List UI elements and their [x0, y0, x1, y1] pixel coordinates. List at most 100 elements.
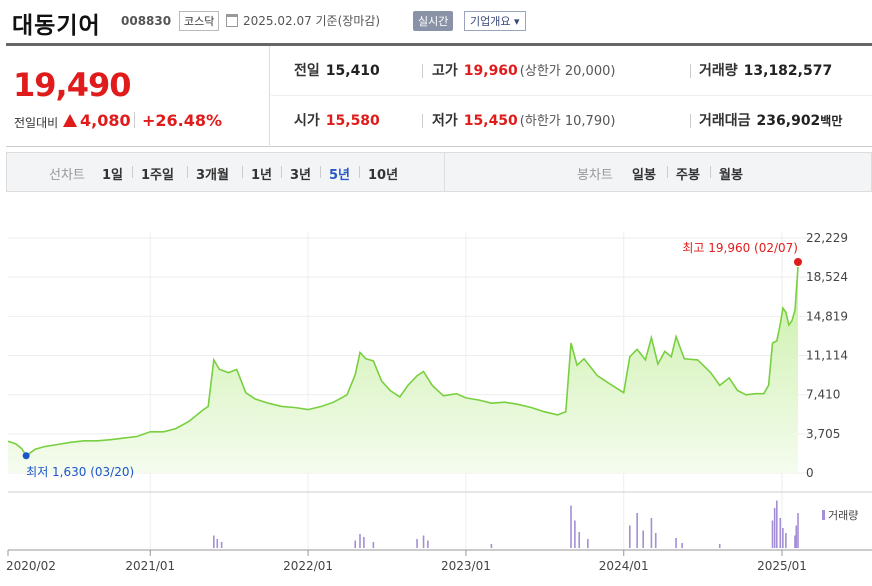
volume-bar	[776, 500, 778, 548]
period-1w[interactable]: 1주일	[141, 168, 174, 183]
realtime-button[interactable]: 실시간	[413, 11, 454, 31]
up-triangle-icon	[63, 114, 77, 127]
volume-bar	[681, 543, 683, 548]
volume-bar	[359, 534, 361, 548]
volume-bar	[779, 518, 782, 548]
divider	[422, 64, 423, 78]
volume-bar	[628, 525, 631, 548]
volume-bar	[771, 520, 774, 548]
volume-bar	[427, 540, 429, 548]
divider	[242, 166, 243, 178]
volume-bar	[785, 533, 787, 548]
candle-weekly[interactable]: 주봉	[676, 168, 700, 183]
volume-bar	[797, 513, 799, 548]
company-overview-dropdown[interactable]: 기업개요 ▾	[464, 11, 526, 31]
stats-row: 전일 15,410 고가 19,960 (상한가 20,000) 거래량 13,182,…	[271, 46, 872, 96]
current-price: 19,490	[13, 66, 131, 104]
x-tick-label: 2021/01	[125, 559, 175, 573]
candle-chart-label: 봉차트	[577, 168, 613, 183]
y-tick-label: 0	[806, 466, 814, 480]
x-tick-label: 2024/01	[599, 559, 649, 573]
volume-bar	[795, 525, 798, 548]
divider	[667, 166, 668, 178]
volume-label: 거래량	[699, 63, 738, 79]
candle-monthly[interactable]: 월봉	[719, 168, 743, 183]
divider	[132, 166, 133, 178]
period-10y[interactable]: 10년	[368, 168, 399, 183]
period-1d[interactable]: 1일	[102, 168, 124, 183]
volume-bar	[654, 533, 657, 548]
x-tick-label: 2025/01	[757, 559, 807, 573]
high-cell: 고가 19,960 (상한가 20,000)	[432, 46, 615, 96]
stock-code: 008830	[121, 14, 172, 28]
stats-table: 전일 15,410 고가 19,960 (상한가 20,000) 거래량 13,182,…	[271, 46, 872, 147]
max-marker	[794, 257, 802, 266]
calendar-icon	[226, 14, 238, 27]
price-area	[8, 267, 798, 473]
volume-cell: 거래량 13,182,577	[699, 46, 832, 96]
volume-bar	[718, 544, 721, 548]
volume-bar	[490, 544, 493, 548]
volume-bar	[422, 535, 425, 548]
change-percent: +26.48%	[142, 111, 223, 130]
open-cell: 시가 15,580	[294, 96, 380, 146]
volume-bar	[570, 505, 572, 548]
divider	[710, 166, 711, 178]
prev-close-cell: 전일 15,410	[294, 46, 380, 96]
x-tick-label: 2023/01	[441, 559, 491, 573]
open-value: 15,580	[325, 113, 380, 129]
prev-close-label: 전일	[294, 63, 320, 79]
volume-bar	[578, 532, 581, 548]
max-annotation: 최고 19,960 (02/07)	[682, 241, 798, 255]
date-text: 2025.02.07 기준(장마감)	[243, 14, 381, 28]
open-label: 시가	[294, 113, 320, 129]
divider	[134, 112, 135, 128]
volume-bar	[354, 540, 357, 548]
stock-header: 대동기어 008830 코스닥 2025.02.07 기준(장마감) 실시간 기…	[0, 0, 872, 42]
y-tick-label: 11,114	[806, 349, 848, 363]
volume-bar	[773, 508, 776, 548]
volume-bar	[216, 539, 219, 548]
volume-bar	[363, 537, 365, 548]
y-tick-label: 7,410	[806, 388, 840, 402]
candle-daily[interactable]: 일봉	[632, 168, 656, 183]
change-label: 전일대비	[14, 116, 59, 130]
stock-name: 대동기어	[12, 13, 101, 39]
prev-close-value: 15,410	[325, 63, 380, 79]
low-label: 저가	[432, 113, 458, 129]
volume-legend: 거래량	[828, 509, 858, 522]
low-cell: 저가 15,450 (하한가 10,790)	[432, 96, 615, 146]
volume-bar	[213, 535, 215, 548]
low-value: 15,450	[463, 113, 518, 129]
lower-limit: (하한가 10,790)	[519, 114, 616, 129]
divider	[690, 114, 691, 128]
period-1y[interactable]: 1년	[251, 168, 273, 183]
volume-bar	[794, 535, 796, 548]
x-tick-label: 2020/02	[6, 559, 56, 573]
volume-bar	[220, 542, 223, 548]
period-bar: 선차트 1일 1주일 3개월 1년 3년 5년 10년 봉차트 일봉 주봉 월봉	[6, 152, 872, 192]
divider	[187, 166, 188, 178]
volume-value: 13,182,577	[743, 63, 833, 79]
divider	[422, 114, 423, 128]
stats-row: 시가 15,580 저가 15,450 (하한가 10,790) 거래대금 236,90…	[271, 96, 872, 146]
price-box: 19,490 전일대비 4,080 +26.48%	[6, 46, 270, 147]
period-3m[interactable]: 3개월	[196, 168, 229, 183]
y-tick-label: 14,819	[806, 309, 848, 323]
period-5y[interactable]: 5년	[329, 168, 351, 183]
volume-bar	[372, 542, 375, 548]
high-value: 19,960	[463, 63, 518, 79]
price-chart-svg: 22,229 18,524 14,819 11,114 7,410 3,705 0 최고 19…	[6, 231, 872, 573]
divider	[359, 166, 360, 178]
change-value: 4,080	[80, 111, 131, 130]
upper-limit: (상한가 20,000)	[519, 64, 616, 79]
divider	[320, 166, 321, 178]
y-tick-label: 18,524	[806, 270, 848, 284]
price-line	[7, 266, 799, 457]
price-chart: 22,229 18,524 14,819 11,114 7,410 3,705 0 최고 19…	[0, 192, 872, 586]
volume-bar	[675, 538, 677, 548]
divider	[281, 166, 282, 178]
high-label: 고가	[432, 63, 458, 79]
divider	[690, 64, 691, 78]
period-3y[interactable]: 3년	[290, 168, 312, 183]
